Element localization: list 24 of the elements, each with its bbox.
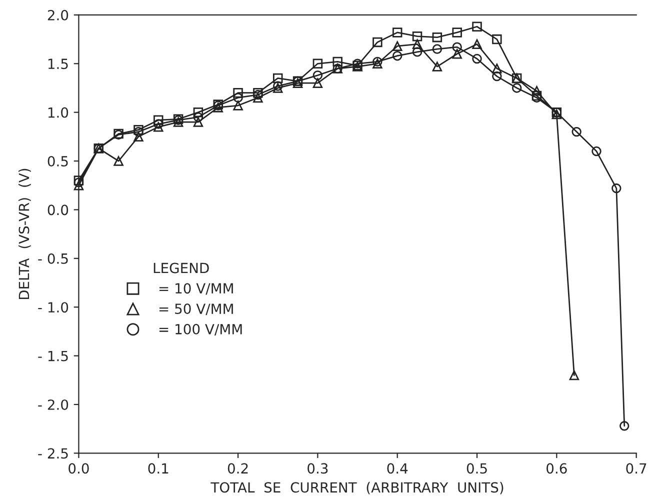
legend-title: LEGEND: [154, 262, 209, 274]
y-tick-label: - 1.0: [38, 302, 68, 313]
x-tick-label: 0.1: [148, 463, 168, 474]
y-tick-label: - 2.5: [38, 448, 68, 459]
legend-label: = 10 V/MM: [159, 283, 233, 295]
legend-label: = 100 V/MM: [159, 324, 242, 336]
y-tick-label: 0.5: [48, 156, 68, 166]
y-tick-label: - 0.5: [38, 253, 68, 264]
x-tick-label: 0.2: [228, 463, 248, 474]
legend-label: = 50 V/MM: [159, 304, 233, 316]
x-tick-label: 0.0: [68, 463, 89, 474]
x-tick-label: 0.7: [626, 463, 646, 474]
y-tick-label: - 1.5: [38, 350, 68, 362]
x-axis-title: TOTAL SE CURRENT (ARBITRARY UNITS): [210, 482, 504, 494]
x-tick-label: 0.3: [308, 463, 328, 474]
x-tick-label: 0.4: [387, 463, 408, 474]
y-tick-label: 1.5: [48, 58, 68, 70]
y-tick-label: 1.0: [48, 107, 68, 118]
x-tick-label: 0.6: [546, 463, 567, 474]
x-tick-label: 0.5: [466, 463, 487, 474]
y-tick-label: 2.0: [48, 10, 68, 20]
y-tick-label: - 2.0: [38, 399, 68, 410]
y-tick-label: 0.0: [48, 204, 68, 216]
y-axis-title: DELTA (VS-VR) (V): [18, 168, 31, 300]
